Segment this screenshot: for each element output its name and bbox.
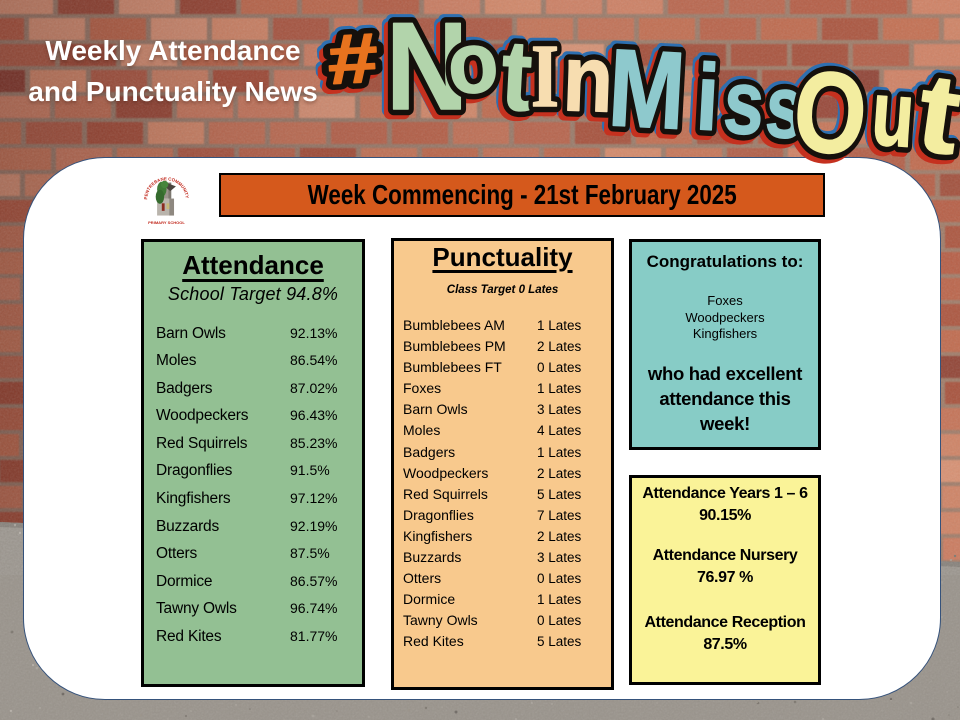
svg-text:PRIMARY SCHOOL: PRIMARY SCHOOL xyxy=(148,220,185,225)
